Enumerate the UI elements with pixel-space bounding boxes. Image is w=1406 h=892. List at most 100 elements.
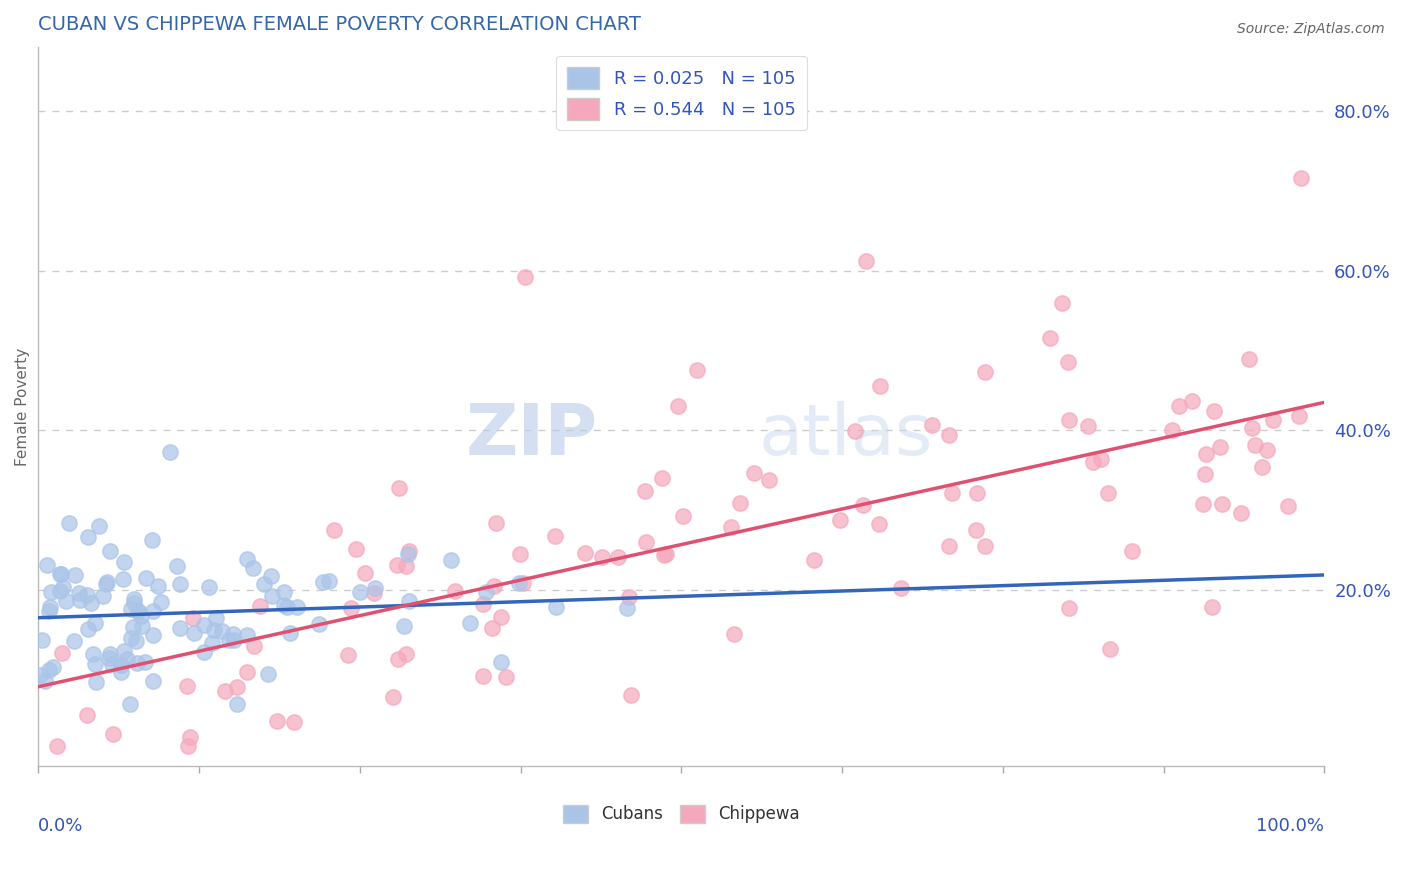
Point [543, 529, 565, 543]
Point [651, 470, 673, 484]
Point [742, 466, 765, 480]
Point [388, 481, 411, 495]
Point [484, 579, 506, 593]
Point [966, 486, 988, 500]
Point [62, 633, 84, 648]
Point [98, 544, 121, 558]
Point [323, 524, 346, 538]
Point [728, 496, 751, 510]
Point [276, 600, 298, 615]
Point [249, 599, 271, 614]
Point [318, 574, 340, 588]
Point [55, 593, 77, 607]
Point [236, 551, 259, 566]
Point [38, 604, 60, 618]
Point [686, 363, 709, 377]
Point [49, 583, 72, 598]
Point [308, 616, 330, 631]
Point [201, 635, 224, 649]
Point [1256, 442, 1278, 457]
Point [472, 669, 495, 683]
Point [129, 608, 152, 623]
Point [387, 652, 409, 666]
Point [607, 549, 630, 564]
Point [395, 559, 418, 574]
Point [260, 569, 283, 583]
Point [110, 657, 132, 672]
Point [382, 690, 405, 705]
Point [122, 619, 145, 633]
Point [49, 567, 72, 582]
Point [666, 400, 689, 414]
Point [117, 652, 139, 666]
Point [363, 585, 385, 599]
Point [159, 445, 181, 459]
Point [1168, 399, 1191, 413]
Point [471, 597, 494, 611]
Point [515, 270, 537, 285]
Point [1121, 543, 1143, 558]
Point [340, 600, 363, 615]
Point [51, 646, 73, 660]
Point [620, 688, 643, 702]
Point [1077, 418, 1099, 433]
Point [169, 621, 191, 635]
Point [114, 555, 136, 569]
Point [67, 586, 90, 600]
Point [260, 590, 283, 604]
Point [120, 631, 142, 645]
Point [398, 547, 420, 561]
Point [28, 668, 51, 682]
Point [204, 611, 226, 625]
Text: Source: ZipAtlas.com: Source: ZipAtlas.com [1237, 22, 1385, 37]
Point [458, 616, 481, 631]
Point [135, 571, 157, 585]
Point [142, 674, 165, 689]
Point [1181, 394, 1204, 409]
Point [183, 625, 205, 640]
Point [76, 708, 98, 723]
Point [198, 580, 221, 594]
Point [218, 633, 240, 648]
Point [489, 609, 512, 624]
Point [1229, 506, 1251, 520]
Point [34, 673, 56, 688]
Point [225, 697, 247, 711]
Point [202, 624, 225, 638]
Point [169, 577, 191, 591]
Point [364, 581, 387, 595]
Point [616, 601, 638, 615]
Point [120, 601, 142, 615]
Point [1195, 447, 1218, 461]
Point [127, 604, 149, 618]
Point [101, 657, 124, 671]
Point [965, 524, 987, 538]
Point [574, 545, 596, 559]
Point [131, 618, 153, 632]
Point [508, 575, 530, 590]
Point [392, 619, 415, 633]
Point [266, 714, 288, 729]
Point [544, 599, 567, 614]
Point [803, 553, 825, 567]
Point [91, 589, 114, 603]
Point [512, 575, 534, 590]
Point [1192, 497, 1215, 511]
Point [655, 547, 678, 561]
Point [141, 628, 163, 642]
Point [176, 679, 198, 693]
Point [42, 660, 65, 674]
Point [1059, 600, 1081, 615]
Point [283, 715, 305, 730]
Point [387, 558, 409, 572]
Point [1277, 499, 1299, 513]
Point [1288, 409, 1310, 424]
Point [973, 365, 995, 379]
Point [193, 617, 215, 632]
Point [855, 253, 877, 268]
Point [1244, 438, 1267, 452]
Point [214, 683, 236, 698]
Point [179, 730, 201, 744]
Point [181, 611, 204, 625]
Point [166, 558, 188, 573]
